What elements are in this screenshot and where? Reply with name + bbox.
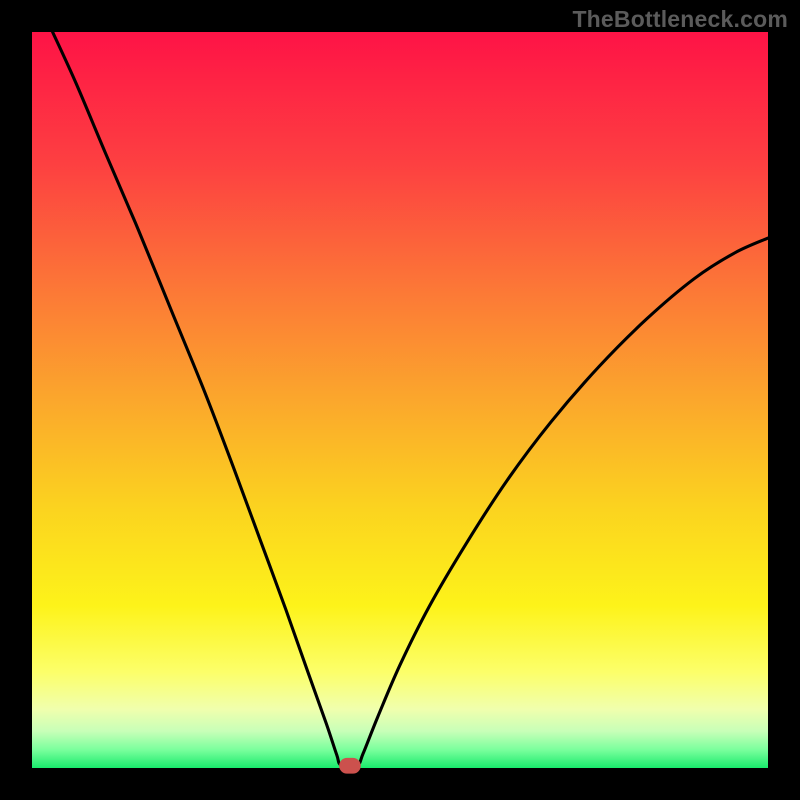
optimum-marker — [340, 758, 361, 773]
chart-container: TheBottleneck.com — [0, 0, 800, 800]
plot-background — [32, 32, 768, 768]
bottleneck-chart — [0, 0, 800, 800]
watermark-text: TheBottleneck.com — [572, 6, 788, 33]
